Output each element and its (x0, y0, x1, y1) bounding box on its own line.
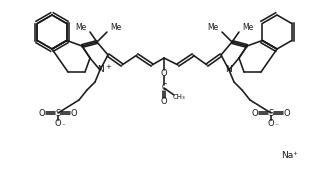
Text: Me: Me (76, 23, 87, 33)
Text: ⁻: ⁻ (61, 123, 65, 129)
Text: Me: Me (110, 23, 121, 33)
Text: C: C (162, 84, 166, 93)
Text: S: S (268, 109, 274, 117)
Text: N: N (97, 65, 103, 74)
Text: S: S (55, 109, 61, 117)
Text: O: O (161, 97, 167, 106)
Text: +: + (105, 64, 111, 70)
Text: O: O (55, 118, 61, 128)
Text: O: O (268, 118, 274, 128)
Text: Na⁺: Na⁺ (282, 151, 298, 160)
Text: CH₃: CH₃ (173, 94, 185, 100)
Text: Me: Me (242, 23, 253, 33)
Text: O: O (284, 109, 290, 117)
Text: O: O (161, 69, 167, 77)
Text: O: O (252, 109, 258, 117)
Text: N: N (226, 65, 232, 74)
Text: Me: Me (208, 23, 219, 33)
Text: O: O (39, 109, 45, 117)
Text: ⁻: ⁻ (274, 123, 278, 129)
Text: O: O (71, 109, 77, 117)
